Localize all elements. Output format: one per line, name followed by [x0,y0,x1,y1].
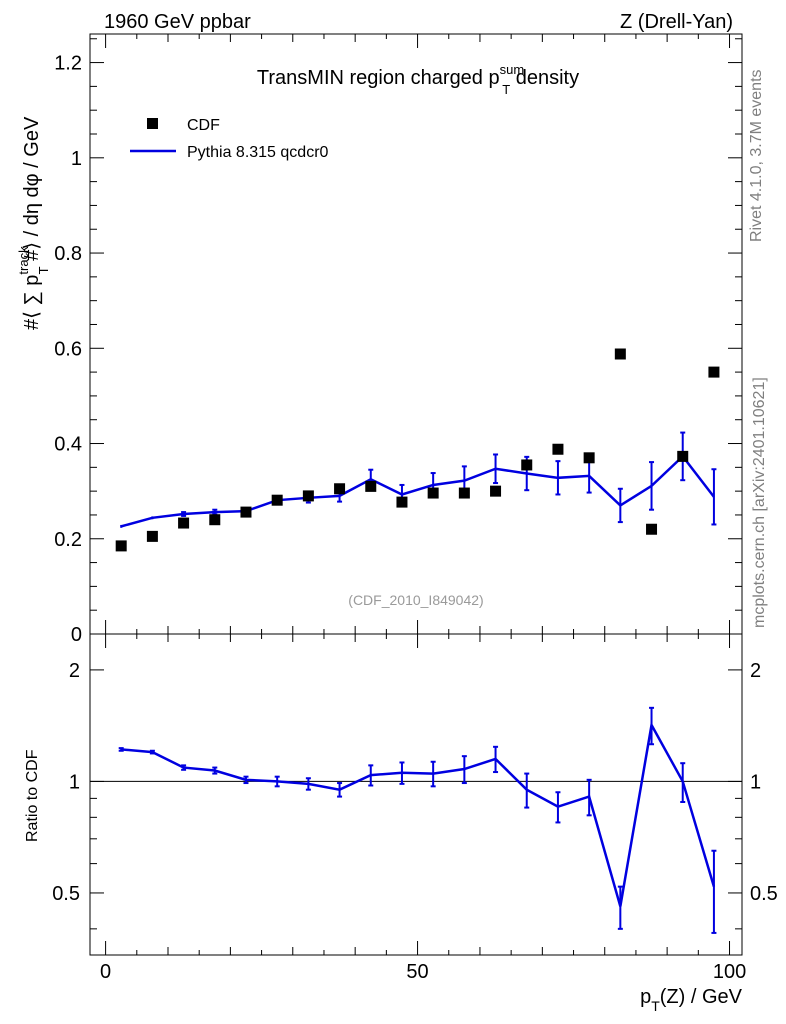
xlabel-post: (Z) / GeV [660,986,743,1008]
ratio-line [121,721,716,907]
cdf-point [458,487,470,499]
legend: CDF Pythia 8.315 qcdcr0 [130,117,329,161]
y-tick-label: 0 [71,624,82,646]
title-sub: T [502,82,510,97]
cdf-point [521,459,533,471]
y-tick-label: 0.4 [54,434,82,456]
title-main: TransMIN region charged p [257,67,500,89]
cdf-point [271,494,283,506]
cdf-point [552,443,564,455]
ratio-frame [89,633,743,956]
ratio-y-tick-label-left: 1 [69,771,80,793]
x-axis-title: pT(Z) / GeV [640,986,743,1014]
mcplots-label: mcplots.cern.ch [arXiv:2401.10621] [751,377,768,628]
rivet-label: Rivet 4.1.0, 3.7M events [748,69,765,242]
cdf-point [646,523,658,535]
xlabel-pre: p [640,986,651,1008]
y-tick-label: 1.2 [54,53,82,75]
ratio-y-tick-label-right: 0.5 [750,883,778,905]
cdf-point [490,485,502,497]
cdf-point [708,366,720,378]
cdf-point [334,483,346,495]
ratio-y-tick-label-left: 2 [69,660,80,682]
header-right: Z (Drell-Yan) [620,11,733,33]
cdf-point [396,496,408,508]
ratio-y-axis-title: Ratio to CDF [24,749,41,842]
cdf-point [146,530,158,542]
cdf-point [178,517,190,529]
ylabel-post: #⟩ / dη dφ / GeV [21,116,43,266]
x-tick-label: 100 [713,961,746,983]
ratio-axis-ticks: 0.5 0.5 1 1 2 2 0 50 100 [52,634,778,983]
legend-pythia-label: Pythia 8.315 qcdcr0 [187,144,329,161]
plot-title: TransMIN region charged psum T density [257,62,579,97]
ratio-y-tick-label-right: 1 [750,771,761,793]
cdf-point [209,514,221,526]
header-left: 1960 GeV ppbar [104,11,251,33]
xlabel-sub: T [651,998,660,1014]
main-axis-ticks: 0 0.2 0.4 0.6 0.8 1 1.2 [54,34,742,646]
title-sup: sum [500,62,525,77]
ylabel-pre: #⟨ ∑ p [21,275,43,330]
ylabel-sup: track [16,246,31,275]
ratio-y-tick-label-right: 2 [750,660,761,682]
legend-cdf-label: CDF [187,117,220,134]
y-tick-label: 1 [71,148,82,170]
x-tick-label: 50 [406,961,428,983]
legend-cdf-marker [147,118,158,129]
ratio-data-layer [90,706,742,934]
ylabel-sub: T [36,266,51,274]
cdf-point [115,540,127,552]
cdf-point [240,506,252,518]
title-post: density [510,67,579,89]
cdf-point [302,490,314,502]
y-tick-label: 0.8 [54,243,82,265]
ratio-y-tick-label-left: 0.5 [52,883,80,905]
cdf-point [365,480,377,492]
pythia-line [120,454,715,528]
y-tick-label: 0.6 [54,338,82,360]
cdf-point [427,487,439,499]
cdf-point [677,450,689,462]
main-data-layer [115,348,720,552]
x-tick-label: 0 [100,961,111,983]
y-axis-title: #⟨ ∑ ptrack T #⟩ / dη dφ / GeV [16,116,51,330]
y-tick-label: 0.2 [54,529,82,551]
cdf-point [614,348,626,360]
analysis-watermark: (CDF_2010_I849042) [348,592,483,608]
cdf-point [583,452,595,464]
